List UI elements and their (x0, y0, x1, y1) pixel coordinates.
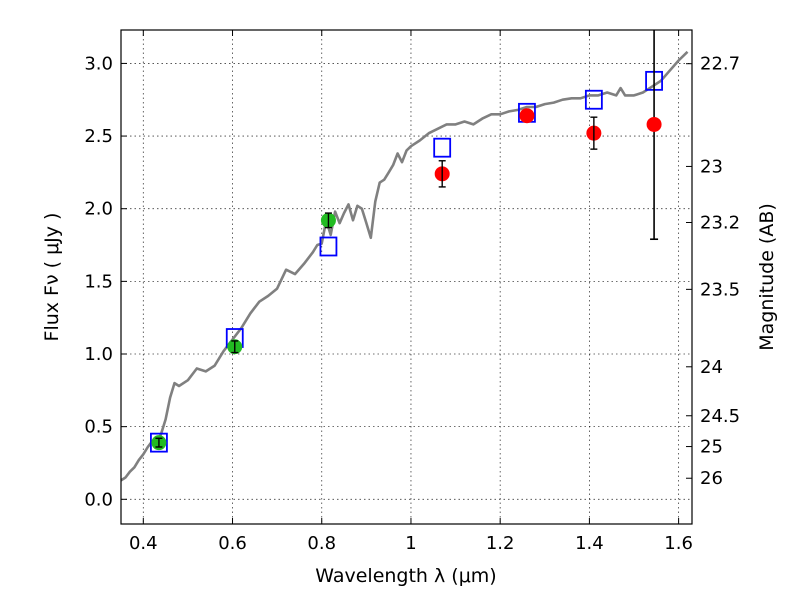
right-tick-label: 23.2 (700, 213, 740, 234)
y-tick-label: 2.5 (84, 126, 113, 147)
y-tick-label: 0.5 (84, 417, 113, 438)
x-axis-title: Wavelength λ (μm) (315, 565, 496, 587)
y-tick-label: 2.0 (84, 199, 113, 220)
right-tick-label: 24.5 (700, 406, 740, 427)
right-tick-label: 26 (700, 468, 723, 489)
right-tick-label: 23.5 (700, 279, 740, 300)
tick-layer: 0.4 0.6 0.8 1 1.2 1.4 1.6 0.0 0.5 1.0 1.5 2.0 2.5 3.0… (84, 30, 740, 554)
grid-layer (121, 30, 692, 524)
plot-frame (120, 29, 693, 525)
y-tick-label: 3.0 (84, 53, 113, 74)
y-axis-right-title: Magnitude (AB) (756, 203, 778, 351)
x-tick-label: 1.4 (575, 533, 604, 554)
model-square-point (584, 89, 603, 110)
x-tick-label: 1.2 (486, 533, 515, 554)
x-tick-label: 1.6 (664, 533, 693, 554)
y-tick-label: 1.5 (84, 271, 113, 292)
model-square-point (150, 432, 168, 453)
model-square-point (433, 137, 452, 158)
y-axis-title: Flux Fν ( μJy ) (41, 213, 63, 342)
spectrum-line (120, 50, 689, 482)
right-tick-label: 24 (700, 357, 723, 378)
x-tick-label: 0.6 (218, 533, 247, 554)
observed-point (519, 108, 535, 124)
model-square-point (319, 236, 338, 257)
x-tick-label: 1 (405, 533, 416, 554)
data-layer (120, 30, 689, 482)
right-tick-label: 25 (700, 437, 723, 458)
x-tick-label: 0.8 (307, 533, 336, 554)
observed-point (646, 116, 662, 132)
y-tick-label: 0.0 (84, 489, 113, 510)
x-tick-label: 0.4 (129, 533, 158, 554)
right-tick-label: 22.7 (700, 54, 740, 75)
right-tick-label: 23 (700, 156, 723, 177)
y-tick-label: 1.0 (84, 344, 113, 365)
